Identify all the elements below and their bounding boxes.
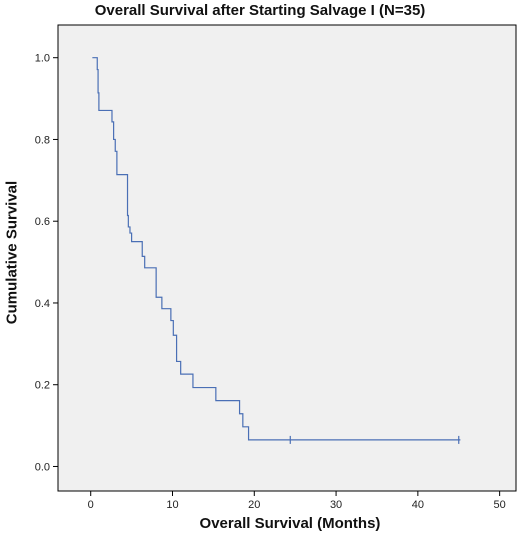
x-tick-label: 40 — [412, 499, 424, 511]
y-tick-label: 0.4 — [35, 298, 50, 310]
y-tick-label: 0.2 — [35, 380, 50, 392]
x-tick-label: 30 — [330, 499, 342, 511]
y-tick-label: 1.0 — [35, 53, 50, 65]
plot-area — [57, 24, 517, 492]
x-tick-label: 50 — [494, 499, 506, 511]
x-axis-label: Overall Survival (Months) — [199, 515, 381, 532]
x-tick-label: 20 — [248, 499, 260, 511]
chart-title: Overall Survival after Starting Salvage … — [94, 2, 426, 19]
x-axis-ticks: 0 10 20 30 40 50 — [88, 491, 506, 511]
x-tick-label: 10 — [166, 499, 178, 511]
x-tick-label: 0 — [88, 499, 94, 511]
censor-marks — [289, 435, 460, 444]
y-axis-ticks: 0.0 0.2 0.4 0.6 0.8 1.0 — [35, 53, 58, 473]
y-tick-label: 0.8 — [35, 134, 50, 146]
y-tick-label: 0.0 — [35, 461, 50, 473]
y-tick-label: 0.6 — [35, 216, 50, 228]
survival-curve — [92, 57, 461, 441]
